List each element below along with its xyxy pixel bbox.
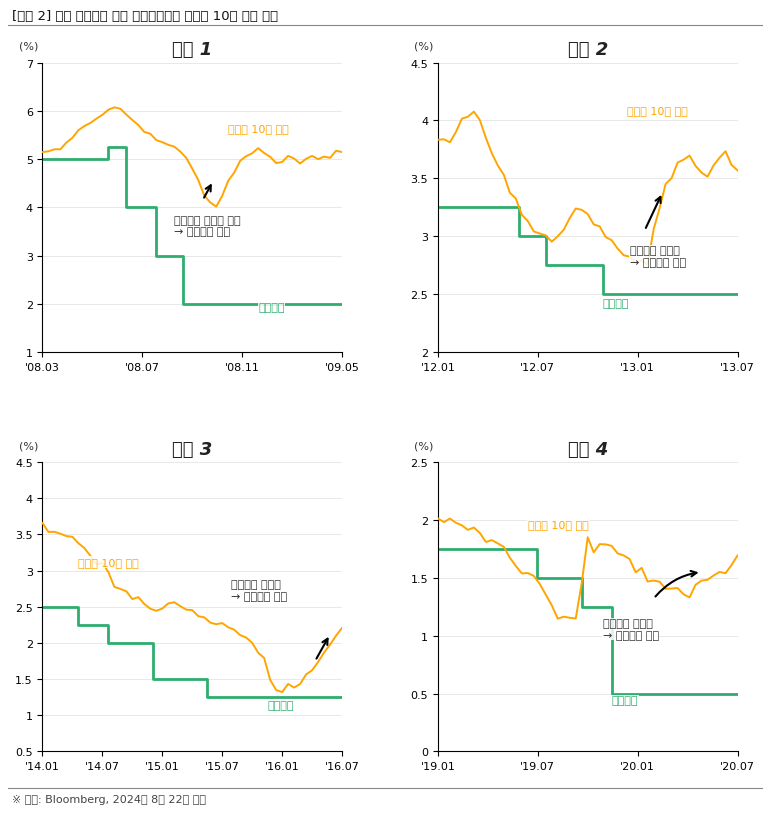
Text: 기준금리: 기준금리	[267, 700, 293, 710]
Text: 기준금리: 기준금리	[603, 299, 629, 309]
Title: 사례 1: 사례 1	[172, 41, 213, 59]
Text: 국고채 10년 금리: 국고채 10년 금리	[627, 106, 688, 115]
Text: 금리인하 끝났다
→ 장기금리 반등: 금리인하 끝났다 → 장기금리 반등	[231, 580, 287, 601]
Text: 기준금리: 기준금리	[258, 303, 285, 313]
Text: 금리인하 끝났다
→ 장기금리 반등: 금리인하 끝났다 → 장기금리 반등	[630, 247, 686, 268]
Text: 국고채 10년 금리: 국고채 10년 금리	[527, 519, 588, 530]
Text: 기준금리: 기준금리	[611, 695, 638, 705]
Text: (%): (%)	[414, 441, 434, 451]
Title: 사례 2: 사례 2	[567, 41, 608, 59]
Text: 국고채 10년 금리: 국고채 10년 금리	[228, 124, 289, 133]
Text: [그림 2] 한국 기준금리 인하 사이클에서의 국고채 10년 금리 추이: [그림 2] 한국 기준금리 인하 사이클에서의 국고채 10년 금리 추이	[12, 10, 278, 23]
Text: (%): (%)	[414, 42, 434, 52]
Text: (%): (%)	[18, 441, 38, 451]
Text: 금리인하 충분히 했다
→ 장기금리 반등: 금리인하 충분히 했다 → 장기금리 반등	[174, 215, 241, 237]
Title: 사례 4: 사례 4	[567, 440, 608, 458]
Text: 국고채 10년 금리: 국고채 10년 금리	[79, 557, 139, 568]
Text: 금리인하 끝났다
→ 장기금리 반등: 금리인하 끝났다 → 장기금리 반등	[603, 618, 659, 640]
Text: ※ 출처: Bloomberg, 2024년 8월 22일 기준: ※ 출처: Bloomberg, 2024년 8월 22일 기준	[12, 794, 206, 804]
Text: (%): (%)	[18, 42, 38, 52]
Title: 사례 3: 사례 3	[172, 440, 213, 458]
